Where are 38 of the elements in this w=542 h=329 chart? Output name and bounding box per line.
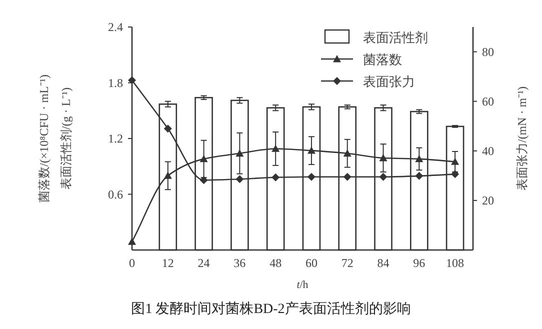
legend-label: 表面张力 bbox=[363, 74, 415, 89]
point bbox=[200, 154, 208, 162]
y2-tick-label: 60 bbox=[482, 94, 494, 108]
y2-tick-label: 40 bbox=[482, 144, 494, 158]
point bbox=[379, 154, 388, 162]
y-axis-title: 菌落数/(×10⁸CFU · mL⁻¹) 表面活性剂/(g · L⁻¹) bbox=[37, 74, 73, 202]
y-tick-label: 1.8 bbox=[108, 76, 123, 90]
x-tick-label: 60 bbox=[305, 256, 318, 270]
legend-label: 表面活性剂 bbox=[363, 30, 428, 45]
y2-tick-label: 80 bbox=[482, 44, 494, 59]
point bbox=[236, 149, 244, 157]
point bbox=[343, 149, 352, 157]
point bbox=[272, 144, 280, 152]
point bbox=[164, 124, 172, 133]
point bbox=[415, 154, 424, 162]
x-tick-label: 48 bbox=[270, 256, 282, 270]
x-tick-label: 24 bbox=[198, 256, 210, 270]
x-tick-label: 72 bbox=[341, 256, 354, 270]
x-tick-label: 12 bbox=[162, 256, 174, 270]
point bbox=[307, 172, 316, 181]
y-tick-label: 1.2 bbox=[108, 132, 123, 146]
point bbox=[343, 172, 352, 181]
point bbox=[307, 146, 316, 154]
point bbox=[164, 172, 172, 179]
x-tick-label: 36 bbox=[234, 256, 246, 270]
x-axis-title: t/h bbox=[296, 279, 309, 291]
y-tick-label: 0.6 bbox=[108, 187, 123, 202]
legend-label: 菌落数 bbox=[363, 52, 402, 67]
x-tick-label: 0 bbox=[129, 256, 135, 270]
y-tick-label: 2.4 bbox=[108, 20, 123, 34]
point bbox=[272, 173, 280, 182]
y2-axis-title: 表面张力/(mN · m⁻¹) bbox=[515, 86, 529, 191]
x-tick-label: 108 bbox=[446, 256, 464, 270]
x-tick-label: 84 bbox=[377, 256, 390, 270]
y2-tick-label: 20 bbox=[482, 193, 494, 208]
x-tick-label: 96 bbox=[413, 256, 426, 270]
text: 图1 发酵时间对菌株BD-2产表面活性剂的影响 bbox=[131, 301, 411, 317]
point bbox=[451, 158, 460, 165]
